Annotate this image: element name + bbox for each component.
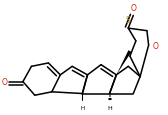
Text: S: S <box>126 16 131 25</box>
Text: O: O <box>130 4 136 13</box>
Text: O: O <box>2 78 8 86</box>
Text: O: O <box>153 41 159 50</box>
Text: H: H <box>80 105 85 110</box>
Text: H: H <box>107 105 112 110</box>
Polygon shape <box>116 51 131 75</box>
